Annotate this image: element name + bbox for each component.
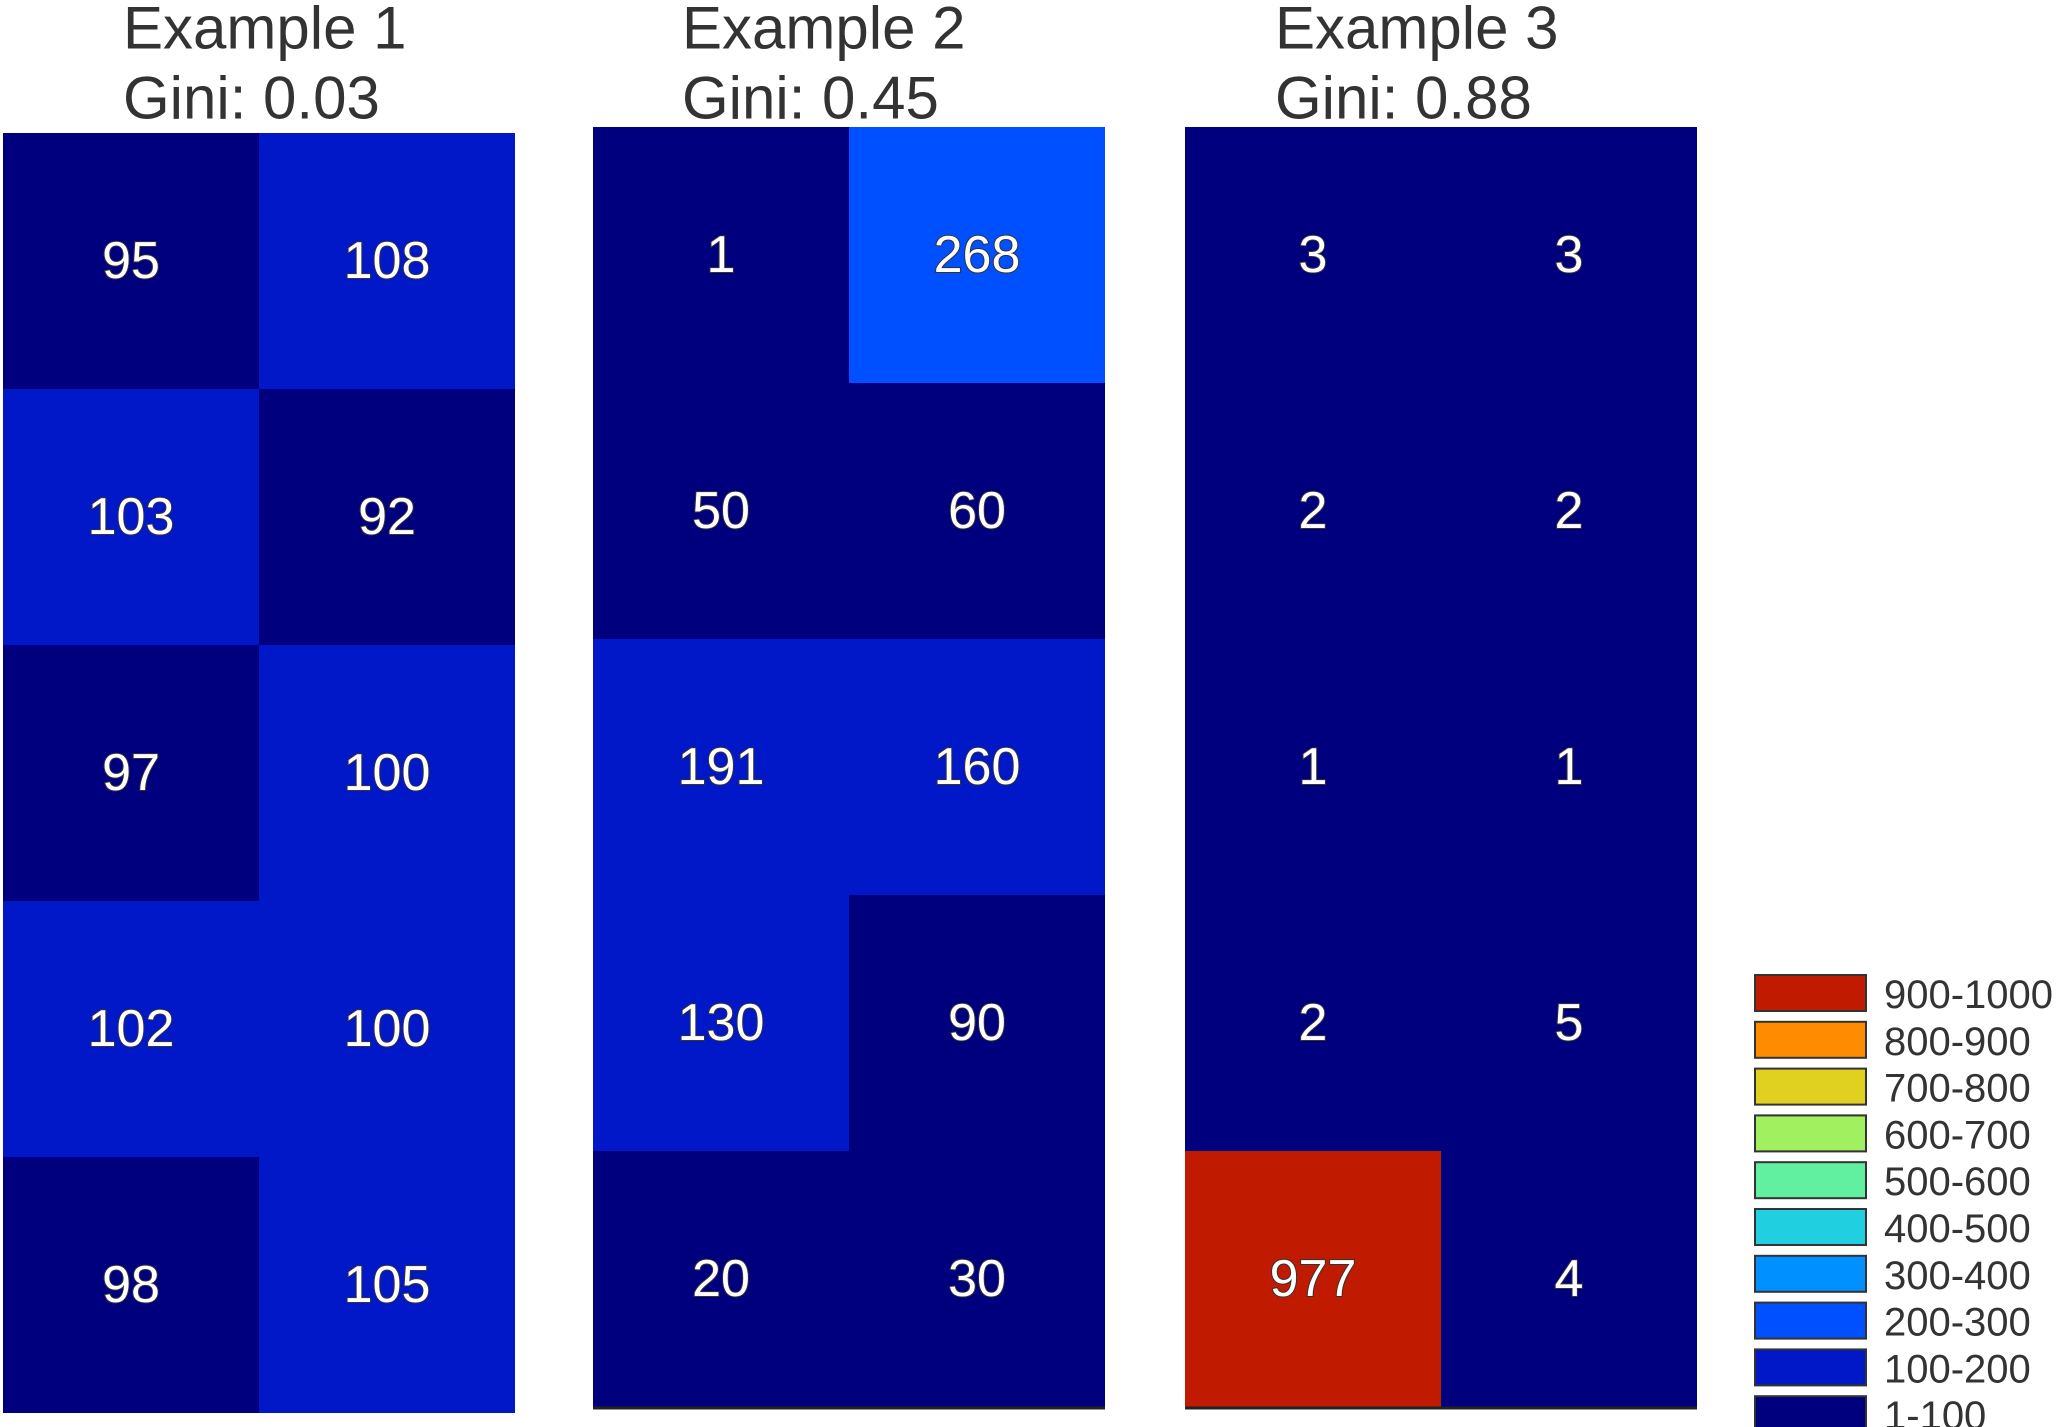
- heatmap-cell: [1185, 895, 1441, 1151]
- legend-label: 800-900: [1884, 1020, 2031, 1064]
- heatmap-cell: [593, 639, 849, 895]
- legend-label: 500-600: [1884, 1160, 2031, 1204]
- cell-value-label: 95: [102, 232, 160, 290]
- heatmap-cell: [3, 901, 259, 1157]
- panel-subtitle: Gini: 0.88: [1275, 65, 1532, 132]
- color-legend: 900-1000800-900700-800600-700500-600400-…: [1754, 973, 2053, 1427]
- cell-value-label: 103: [88, 488, 175, 546]
- cell-value-label: 130: [678, 994, 765, 1052]
- legend-swatch: [1754, 1161, 1867, 1200]
- legend-label: 700-800: [1884, 1067, 2031, 1111]
- heatmap-cell: [1185, 383, 1441, 639]
- cell-value-label: 3: [1299, 226, 1328, 284]
- cell-value-label: 108: [344, 232, 431, 290]
- cell-value-label: 20: [692, 1250, 750, 1308]
- heatmap-cell: [3, 1157, 259, 1413]
- heatmap-cell: [259, 901, 515, 1157]
- cell-value-label: 2: [1555, 482, 1584, 540]
- legend-swatch: [1754, 974, 1867, 1012]
- heatmap-cell: [1441, 895, 1697, 1151]
- heatmap-cell: [593, 895, 849, 1151]
- cell-value-label: 4: [1555, 1250, 1584, 1308]
- heatmap-cell: [1185, 127, 1441, 383]
- legend-label: 100-200: [1884, 1347, 2031, 1391]
- heatmap-cell: [259, 389, 515, 645]
- cell-value-label: 191: [678, 738, 765, 796]
- heatmap-cell: [259, 645, 515, 901]
- heatmap-cell: [1185, 639, 1441, 895]
- heatmap-cell: [259, 1157, 515, 1413]
- legend-swatch: [1754, 1067, 1867, 1106]
- legend-label: 200-300: [1884, 1301, 2031, 1345]
- legend-label: 400-500: [1884, 1207, 2031, 1251]
- legend-label: 300-400: [1884, 1254, 2031, 1298]
- cell-value-label: 2: [1299, 482, 1328, 540]
- legend-swatch: [1754, 1114, 1867, 1153]
- panel-title: Example 3: [1275, 0, 1558, 62]
- legend-swatch: [1754, 1208, 1867, 1246]
- heatmap-cell: [593, 383, 849, 639]
- panel-subtitle: Gini: 0.45: [682, 65, 939, 132]
- heatmap-cell: [849, 639, 1105, 895]
- cell-value-label: 1: [707, 226, 736, 284]
- heatmap-cell: [849, 383, 1105, 639]
- cell-value-label: 92: [358, 488, 416, 546]
- legend-swatch: [1754, 1348, 1867, 1387]
- cell-value-label: 2: [1299, 994, 1328, 1052]
- cell-value-label: 97: [102, 744, 160, 802]
- heatmap-cell: [849, 127, 1105, 383]
- heatmap-cell: [1441, 383, 1697, 639]
- heatmap-cell: [593, 1151, 849, 1407]
- heatmap-cell: [3, 133, 259, 389]
- cell-value-label: 102: [88, 1000, 175, 1058]
- heatmap-cell: [1185, 1151, 1441, 1407]
- legend-swatch: [1754, 1395, 1867, 1427]
- cell-value-label: 105: [344, 1256, 431, 1314]
- cell-value-label: 50: [692, 482, 750, 540]
- heatmap-cell: [593, 127, 849, 383]
- heatmap-cell: [3, 645, 259, 901]
- heatmap-cell: [259, 133, 515, 389]
- cell-value-label: 30: [948, 1250, 1006, 1308]
- cell-value-label: 100: [344, 744, 431, 802]
- legend-swatch: [1754, 1020, 1867, 1059]
- cell-value-label: 100: [344, 1000, 431, 1058]
- cell-value-label: 268: [934, 226, 1021, 284]
- legend-swatch: [1754, 1254, 1867, 1293]
- heatmap-cell: [1441, 1151, 1697, 1407]
- heatmap-cell: [1441, 127, 1697, 383]
- legend-label: 900-1000: [1884, 973, 2053, 1017]
- cell-value-label: 1: [1555, 738, 1584, 796]
- heatmap-cell: [3, 389, 259, 645]
- cell-value-label: 98: [102, 1256, 160, 1314]
- panel-title: Example 2: [682, 0, 965, 62]
- heatmap-cell: [849, 895, 1105, 1151]
- cell-value-label: 1: [1299, 738, 1328, 796]
- panel-subtitle: Gini: 0.03: [123, 65, 380, 132]
- heatmap-cell: [1441, 639, 1697, 895]
- panel-title: Example 1: [123, 0, 406, 62]
- heatmap-cell: [849, 1151, 1105, 1407]
- legend-label: 600-700: [1884, 1113, 2031, 1157]
- cell-value-label: 3: [1555, 226, 1584, 284]
- cell-value-label: 60: [948, 482, 1006, 540]
- legend-swatch: [1754, 1301, 1867, 1340]
- cell-value-label: 977: [1270, 1250, 1357, 1308]
- cell-value-label: 5: [1555, 994, 1584, 1052]
- legend-label: 1-100: [1884, 1394, 1986, 1427]
- cell-value-label: 90: [948, 994, 1006, 1052]
- cell-value-label: 160: [934, 738, 1021, 796]
